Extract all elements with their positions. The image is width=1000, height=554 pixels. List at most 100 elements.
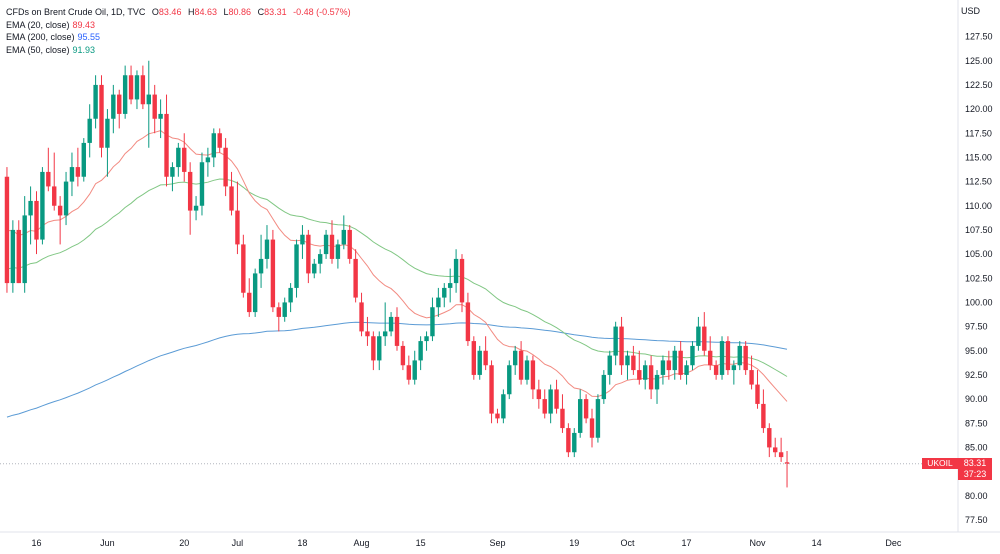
candle-body (158, 113, 163, 119)
candle-body (323, 234, 329, 255)
legend-ema-50[interactable]: EMA (50, close) 91.93 (6, 44, 351, 57)
ohlc-values: O83.46 H84.63 L80.86 C83.31 -0.48 (-0.57… (148, 7, 351, 17)
ohlc-close-label: C (257, 7, 265, 17)
symbol-tag: UKOIL (922, 457, 958, 469)
candle-body (81, 142, 86, 177)
candle-body (117, 94, 122, 114)
candle-body (52, 186, 57, 206)
candle-body (477, 350, 482, 375)
grid (0, 0, 1000, 533)
price-axis[interactable]: 77.5080.0082.5085.0087.5090.0092.5095.00… (965, 32, 993, 525)
candle-body (530, 360, 536, 390)
candle-body (755, 384, 760, 404)
candle-body (536, 389, 542, 400)
candle-body (725, 341, 731, 371)
ema-50-label: EMA (50, close) (6, 44, 70, 55)
ema-200-label: EMA (200, close) (6, 32, 75, 42)
candle-body (666, 360, 672, 371)
ohlc-open-label: O (151, 7, 159, 17)
candle-body (111, 94, 116, 119)
candle-body (46, 171, 51, 187)
x-tick-label: 18 (297, 538, 307, 548)
candle-body (105, 118, 110, 148)
candle-body (453, 258, 459, 284)
y-tick-label: 87.50 (965, 418, 988, 428)
x-tick-label: Aug (354, 538, 370, 548)
legend-ema-20[interactable]: EMA (20, close) 89.43 (6, 19, 351, 32)
candle-body (406, 365, 412, 380)
ohlc-low: 80.86 (228, 7, 252, 17)
candle-body (87, 118, 92, 143)
candle-body (737, 345, 742, 366)
legend-title-row: CFDs on Brent Crude Oil, 1D, TVC O83.46 … (6, 6, 351, 19)
candle-body (22, 215, 27, 284)
candle-body (625, 355, 630, 366)
candle-body (377, 336, 382, 361)
candle-body (678, 350, 683, 375)
candle-body (122, 75, 128, 114)
candle-body (702, 326, 707, 351)
candle-body (761, 403, 766, 429)
candle-body (252, 273, 258, 313)
candle-body (217, 133, 222, 148)
candle-body (63, 181, 69, 216)
candle-body (241, 244, 246, 293)
candle-body (16, 229, 21, 284)
candle-body (495, 413, 500, 419)
candle-body (507, 365, 512, 395)
candle-body (660, 360, 666, 375)
candle-body (247, 292, 252, 313)
y-tick-label: 92.50 (965, 370, 988, 380)
x-tick-label: Sep (489, 538, 505, 548)
ohlc-high: 84.63 (194, 7, 217, 17)
candle-body (518, 350, 524, 380)
candle-body (359, 302, 364, 332)
y-tick-label: 102.50 (965, 273, 993, 283)
candle-body (436, 297, 441, 308)
candle-body (773, 447, 778, 453)
candle-body (607, 355, 612, 375)
candle-body (40, 171, 45, 240)
time-axis[interactable]: 16 Jun 20 Jul 18 Aug 15 Sep 19 Oct 17 Nov 14 Dec (31, 538, 901, 548)
y-tick-label: 117.50 (965, 128, 992, 138)
legend-ema-200[interactable]: EMA (200, close) 95.55 (6, 31, 351, 44)
candle-body (572, 432, 577, 453)
candle-body (654, 374, 660, 390)
candle-body (312, 263, 317, 274)
candle-body (560, 408, 565, 429)
candle-body (684, 365, 689, 375)
candle-body (382, 331, 388, 337)
candle-body (442, 287, 447, 298)
ohlc-high-label: H (187, 7, 195, 17)
x-tick-label: 20 (179, 538, 189, 548)
y-tick-label: 77.50 (965, 515, 988, 525)
currency-label: USD (960, 6, 980, 16)
y-tick-label: 120.00 (965, 104, 993, 114)
candle-body (176, 147, 181, 168)
candle-body (288, 287, 293, 303)
candle-body (34, 200, 39, 240)
candle-body (784, 462, 790, 464)
y-tick-label: 97.50 (965, 322, 988, 332)
x-tick-label: 17 (682, 538, 692, 548)
y-tick-label: 105.00 (965, 249, 993, 259)
candle-body (690, 345, 695, 366)
candle-body (719, 341, 725, 375)
candle-body (524, 360, 530, 380)
candle-body (589, 418, 595, 438)
candle-body (708, 350, 713, 366)
candle-body (205, 157, 211, 163)
ohlc-low-label: L (223, 7, 229, 17)
candle-body (75, 167, 81, 177)
candle-body (672, 350, 677, 371)
ohlc-open: 83.46 (158, 7, 182, 17)
x-tick-label: Jul (232, 538, 244, 548)
x-tick-label: 14 (812, 538, 822, 548)
candle-body (489, 365, 494, 414)
y-tick-label: 112.50 (965, 177, 992, 187)
candle-body (512, 350, 518, 366)
candle-body (465, 302, 471, 342)
candle-body (601, 374, 607, 400)
